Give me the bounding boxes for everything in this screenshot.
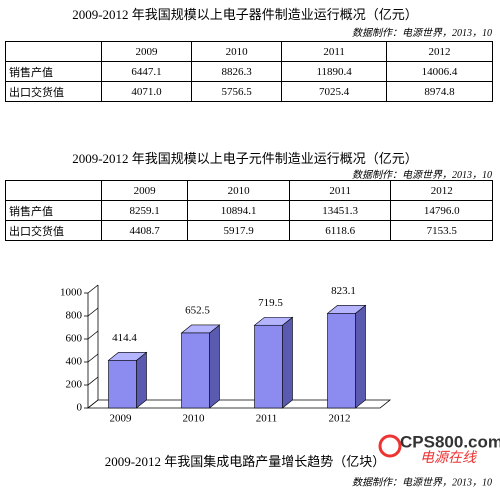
y-tick-label: 0 (77, 402, 83, 414)
table-title: 2009-2012 年我国规模以上电子器件制造业运行概况（亿元） (72, 7, 418, 22)
bar-side (209, 324, 220, 409)
y-tick-depth (87, 284, 99, 294)
header-row: 2009 2010 2011 2012 (5, 180, 493, 201)
cell: 4071.0 (100, 81, 193, 102)
logo: CPS800.com (400, 432, 500, 451)
y-tick-depth (87, 353, 99, 363)
chart-title: 2009-2012 年我国集成电路产量增长趋势（亿块） (105, 454, 386, 469)
cell: 8826.3 (191, 61, 283, 82)
x-tick-label: 2009 (110, 413, 133, 425)
x-tick-label: 2011 (256, 413, 278, 425)
bar (327, 313, 356, 409)
y-tick-label: 800 (66, 310, 83, 322)
logo-icon (378, 434, 402, 458)
row-label: 出口交货值 (5, 220, 102, 241)
y-tick-label: 600 (66, 333, 83, 345)
cell: 5917.9 (187, 220, 290, 241)
bar (254, 324, 283, 409)
cell: 7153.5 (390, 220, 493, 241)
cell: 8259.1 (100, 200, 189, 221)
bar (108, 360, 137, 409)
bar-side (136, 351, 147, 409)
data-label: 823.1 (331, 285, 356, 297)
y-tick-depth (87, 330, 99, 340)
table: 2009 2010 2011 2012 销售产值 6447.1 8826.3 11890.4 1… (5, 41, 493, 102)
y-tick-depth (87, 399, 99, 409)
cell: 7025.4 (281, 81, 388, 102)
header-cell: 2010 (191, 41, 283, 62)
source: 数据制作：电源世界，2013，10 (352, 28, 492, 39)
y-tick-depth (87, 376, 99, 386)
bar-side (282, 316, 293, 409)
data-label: 719.5 (258, 297, 283, 309)
y-tick-label: 200 (66, 379, 83, 391)
cell: 6118.6 (288, 220, 392, 241)
data-label: 414.4 (112, 332, 137, 344)
cell: 8974.8 (386, 81, 493, 102)
row: 出口交货值 4071.0 5756.5 7025.4 8974.8 (5, 81, 493, 102)
bar-side (355, 304, 366, 409)
header-row: 2009 2010 2011 2012 (5, 41, 493, 62)
source: 数据制作：电源世界，2013，10 (352, 476, 492, 488)
bar (181, 332, 210, 409)
header-cell: 2009 (100, 180, 189, 201)
y-tick-label: 400 (66, 356, 83, 368)
logo-text: 电源在线 (420, 450, 478, 466)
table: 2009 2010 2011 2012 销售产值 8259.1 10894.1 13451.3… (5, 180, 493, 241)
data-label: 652.5 (185, 304, 210, 316)
table-title: 2009-2012 年我国规模以上电子元件制造业运行概况（亿元） (72, 151, 418, 166)
header-cell: 2012 (386, 41, 493, 62)
cell: 5756.5 (191, 81, 283, 102)
x-tick-label: 2012 (329, 413, 351, 425)
cell: 11890.4 (281, 61, 388, 82)
row-label: 出口交货值 (5, 81, 102, 102)
source: 数据制作：电源世界，2013，10 (352, 170, 492, 181)
header-cell: 2010 (187, 180, 290, 201)
y-tick-label: 1000 (60, 287, 83, 299)
cell: 4408.7 (100, 220, 189, 241)
y-tick-depth (87, 307, 99, 317)
x-tick-label: 2010 (183, 413, 206, 425)
row: 出口交货值 4408.7 5917.9 6118.6 7153.5 (5, 220, 493, 241)
